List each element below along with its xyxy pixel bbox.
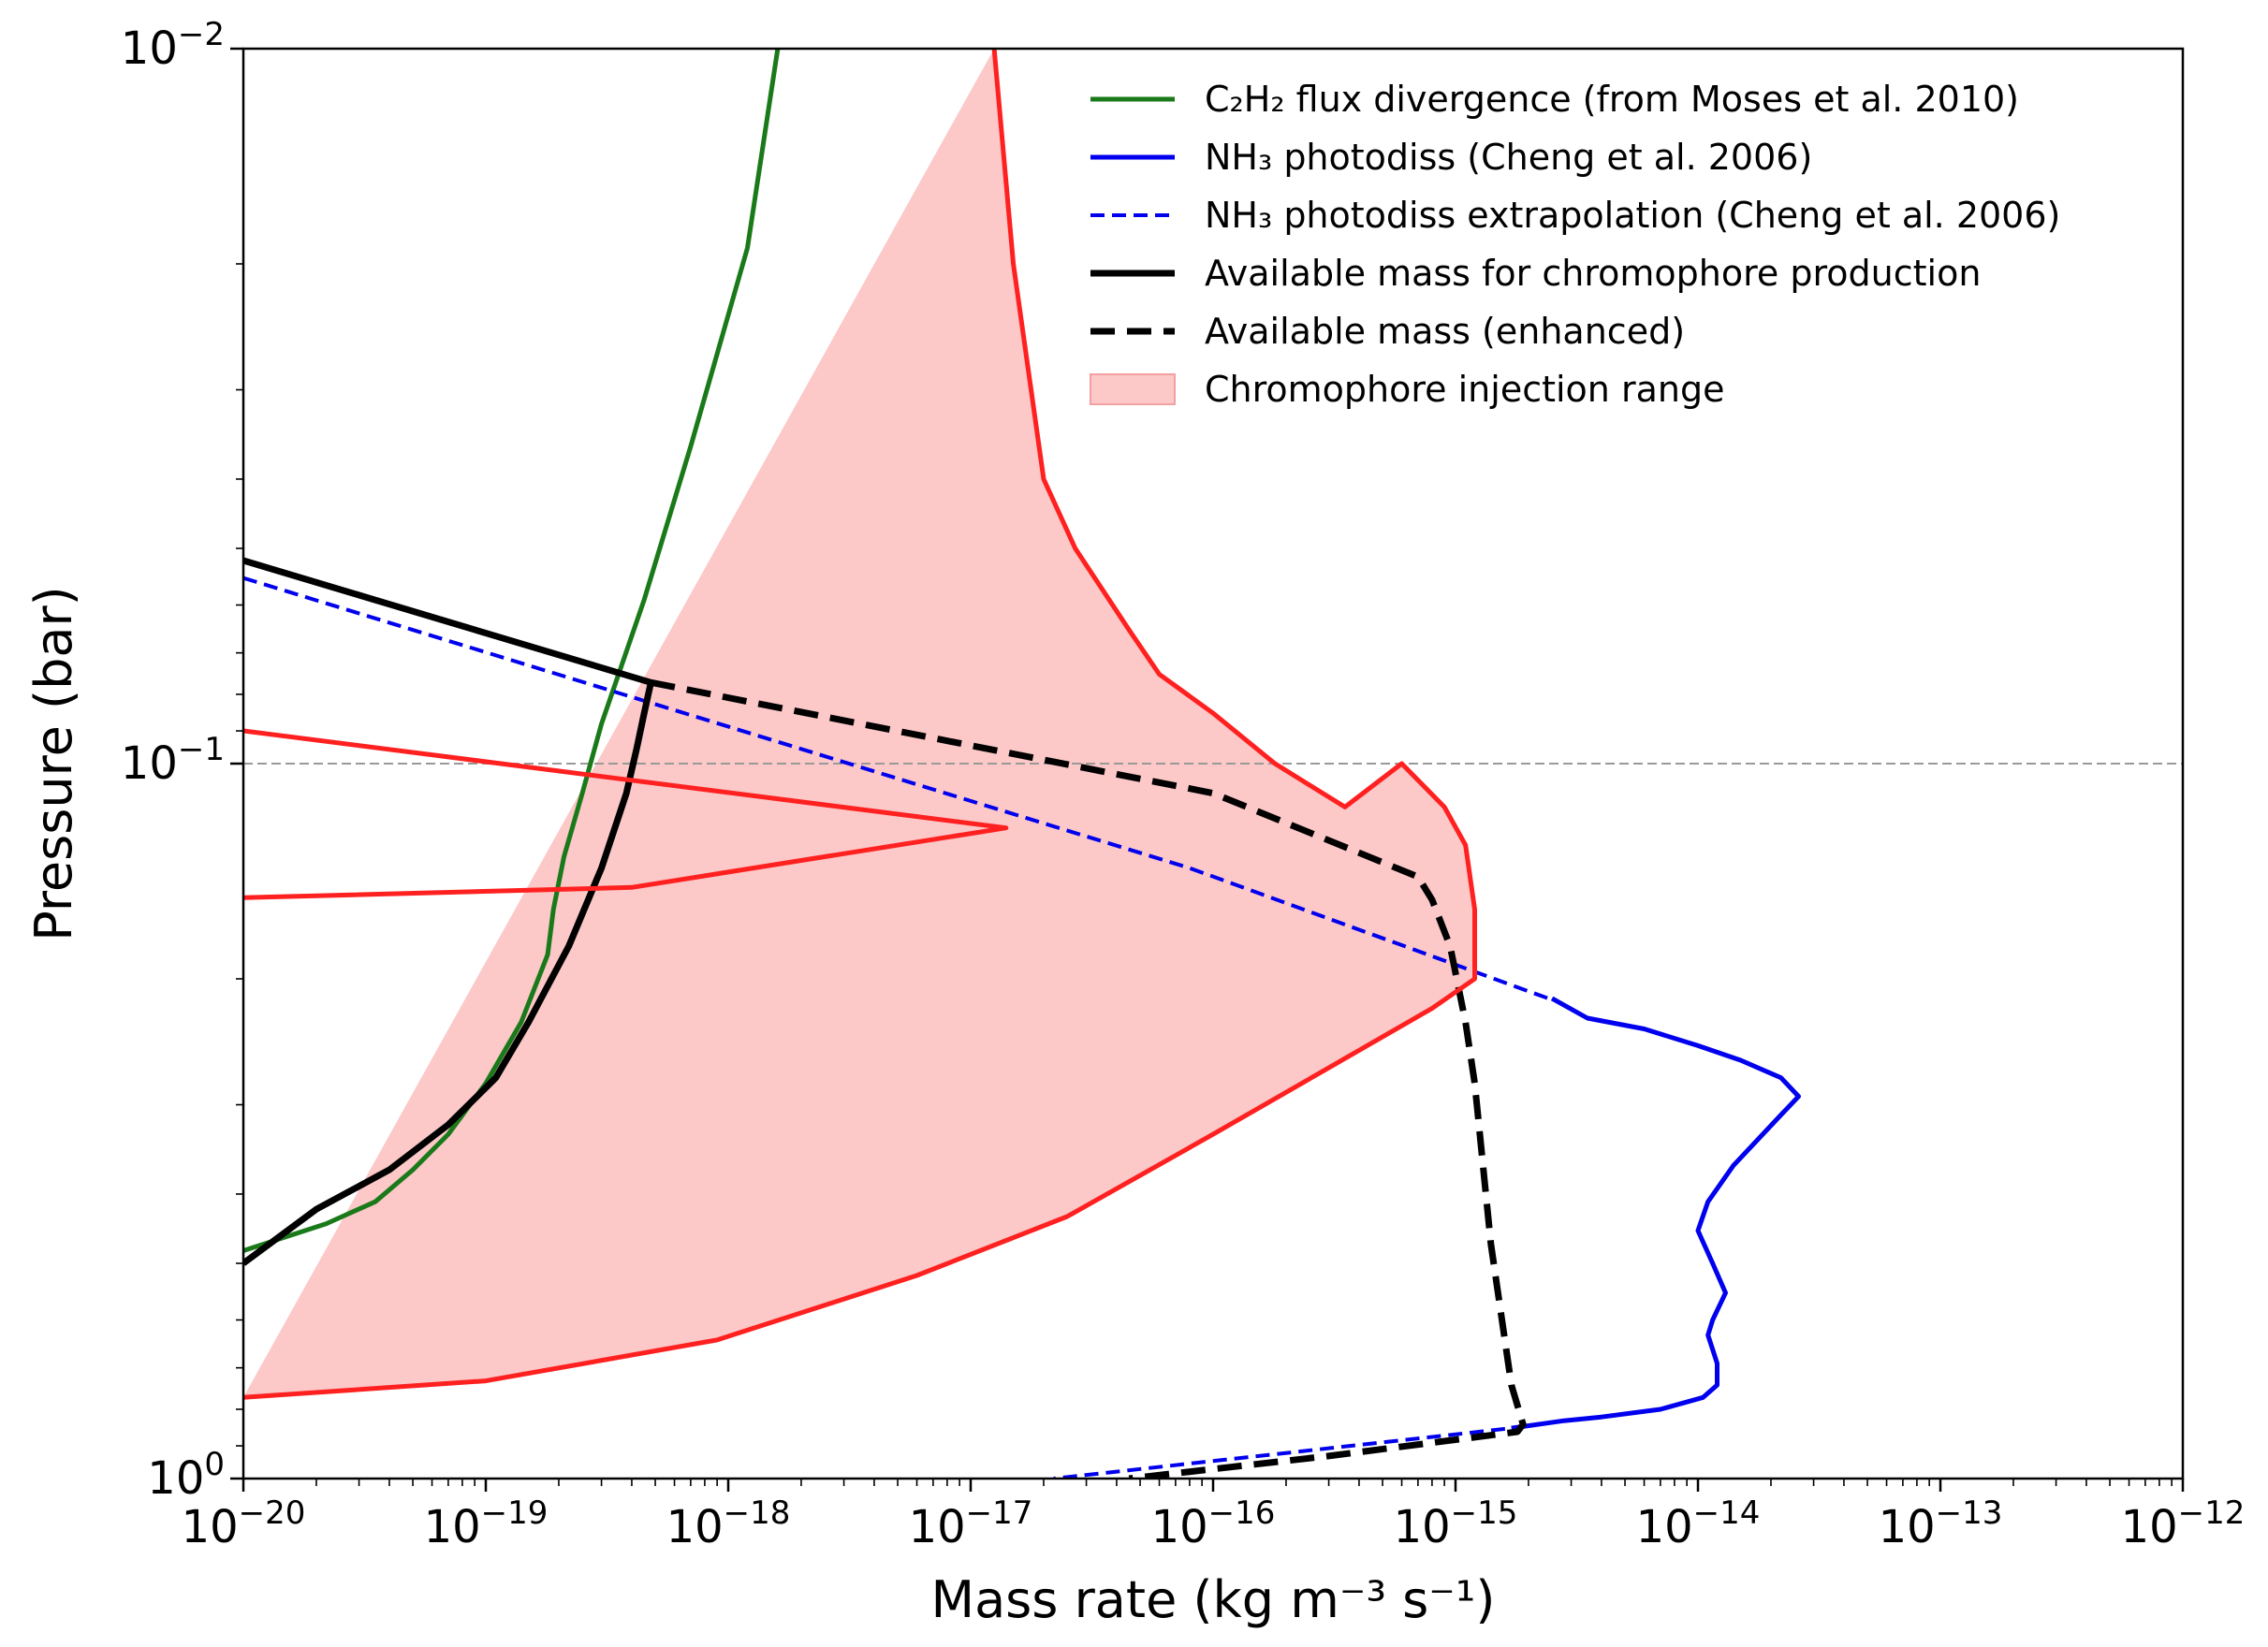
x-tick-label: 10−14 xyxy=(1636,1494,1761,1553)
x-tick-label: 10−12 xyxy=(2121,1494,2246,1553)
legend-item: NH₃ photodiss (Cheng et al. 2006) xyxy=(1090,137,1812,178)
legend-item: NH₃ photodiss extrapolation (Cheng et al… xyxy=(1090,195,2060,236)
plot-area xyxy=(243,49,2183,1479)
legend: C₂H₂ flux divergence (from Moses et al. … xyxy=(1090,79,2060,410)
available-mass-line xyxy=(243,557,654,1266)
x-tick-label: 10−15 xyxy=(1394,1494,1518,1553)
x-tick-label: 10−17 xyxy=(909,1494,1033,1553)
nh3-extrapolation-lower-line xyxy=(1053,1426,1506,1479)
available-mass-enhanced-line xyxy=(650,678,1527,1479)
injection-inner-boundary xyxy=(243,728,1009,900)
y-tick-label: 10−2 xyxy=(121,16,225,75)
y-tick-label: 10−1 xyxy=(121,731,225,790)
legend-item: C₂H₂ flux divergence (from Moses et al. … xyxy=(1090,79,2019,120)
x-axis-label: Mass rate (kg m⁻³ s⁻¹) xyxy=(930,1570,1495,1629)
x-tick-label: 10−20 xyxy=(182,1494,306,1553)
x-tick-label: 10−13 xyxy=(1879,1494,2003,1553)
nh3-photodiss-line xyxy=(1511,996,1801,1431)
legend-label: NH₃ photodiss (Cheng et al. 2006) xyxy=(1205,137,1812,178)
legend-label: Available mass (enhanced) xyxy=(1205,311,1685,352)
injection-range-boundary xyxy=(243,49,1477,1400)
legend-item: Available mass (enhanced) xyxy=(1090,311,1685,352)
c2h2-line xyxy=(243,49,781,1253)
legend-item: Chromophore injection range xyxy=(1090,369,1724,410)
nh3-extrapolation-line xyxy=(243,576,1553,1002)
x-tick-label: 10−18 xyxy=(666,1494,791,1553)
legend-item: Available mass for chromophore productio… xyxy=(1090,253,1981,294)
injection-range-fill xyxy=(243,49,1475,1398)
x-tick-label: 10−16 xyxy=(1151,1494,1276,1553)
y-tick-label: 100 xyxy=(147,1446,225,1505)
legend-label: Chromophore injection range xyxy=(1205,369,1724,410)
legend-swatch-patch xyxy=(1090,373,1176,405)
x-tick-label: 10−19 xyxy=(424,1494,549,1553)
y-axis-label: Pressure (bar) xyxy=(24,586,83,940)
legend-label: NH₃ photodiss extrapolation (Cheng et al… xyxy=(1205,195,2060,236)
legend-label: Available mass for chromophore productio… xyxy=(1205,253,1981,294)
legend-label: C₂H₂ flux divergence (from Moses et al. … xyxy=(1205,79,2019,120)
